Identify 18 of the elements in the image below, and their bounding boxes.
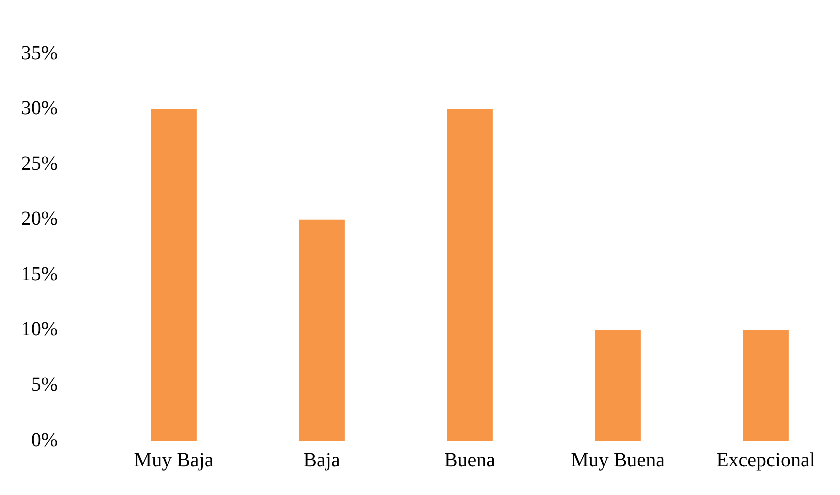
bar xyxy=(743,330,789,441)
y-tick-label: 25% xyxy=(21,152,58,175)
x-tick-label: Buena xyxy=(444,449,496,472)
x-tick-label: Baja xyxy=(304,449,340,472)
bar xyxy=(299,220,345,441)
bar xyxy=(447,109,493,441)
y-tick-label: 5% xyxy=(31,374,58,396)
y-tick-label: 10% xyxy=(21,318,58,341)
y-tick-label: 20% xyxy=(21,208,58,230)
bar xyxy=(595,330,641,441)
bar xyxy=(151,109,197,441)
y-tick-label: 30% xyxy=(21,98,58,120)
x-tick-label: Muy Baja xyxy=(134,449,214,472)
y-tick-label: 0% xyxy=(31,429,58,452)
x-tick-label: Muy Buena xyxy=(571,449,666,472)
y-tick-label: 35% xyxy=(21,42,58,64)
y-tick-label: 15% xyxy=(21,263,58,286)
x-tick-label: Excepcional xyxy=(716,449,816,472)
